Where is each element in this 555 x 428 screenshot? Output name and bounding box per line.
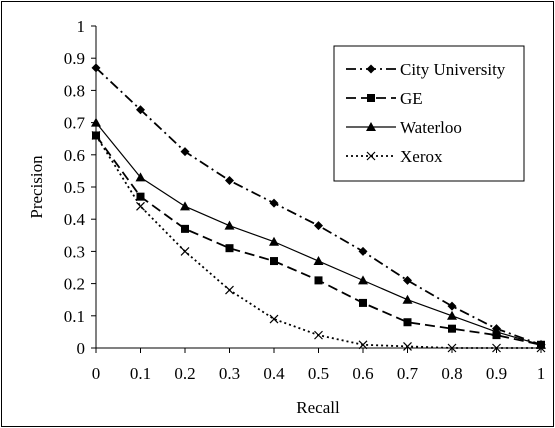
- data-point-marker: [447, 343, 457, 353]
- data-point-marker: [136, 192, 145, 201]
- legend-item: Waterloo: [346, 118, 462, 137]
- y-tick-label: 0.9: [64, 49, 85, 68]
- y-axis-title: Precision: [27, 155, 46, 219]
- x-tick-label: 0.2: [174, 364, 195, 383]
- x-tick-label: 0.8: [441, 364, 462, 383]
- data-point-marker: [492, 343, 501, 353]
- data-point-marker: [491, 326, 502, 336]
- data-point-marker: [314, 276, 323, 285]
- legend-marker: [366, 64, 376, 74]
- data-point-marker: [225, 176, 234, 186]
- y-tick-label: 0.6: [64, 146, 85, 165]
- data-point-marker: [135, 172, 146, 182]
- legend-marker: [366, 151, 376, 161]
- y-tick-label: 0.7: [64, 114, 86, 133]
- x-tick-label: 0.3: [219, 364, 240, 383]
- data-point-marker: [180, 201, 190, 211]
- y-tick-label: 0.5: [64, 178, 85, 197]
- data-point-marker: [358, 275, 368, 285]
- x-tick-label: 0.5: [308, 364, 329, 383]
- legend-label: GE: [400, 89, 423, 108]
- x-tick-label: 0.4: [263, 364, 285, 383]
- y-tick-label: 0.3: [64, 242, 85, 261]
- x-tick-label: 1: [537, 364, 546, 383]
- data-point-marker: [403, 275, 412, 285]
- x-tick-label: 0.6: [352, 364, 373, 383]
- data-point-marker: [447, 301, 457, 311]
- data-point-marker: [136, 201, 145, 211]
- y-tick-label: 0: [77, 339, 86, 358]
- data-point-marker: [402, 294, 413, 304]
- data-point-marker: [359, 298, 367, 307]
- legend-label: Xerox: [400, 147, 443, 166]
- data-point-marker: [403, 341, 412, 351]
- data-point-marker: [181, 224, 189, 233]
- y-tick-label: 0.4: [64, 210, 86, 229]
- data-point-marker: [225, 244, 234, 253]
- data-point-marker: [136, 105, 145, 115]
- data-point-marker: [269, 236, 279, 246]
- legend: City University GE Waterloo Xerox: [333, 45, 525, 182]
- data-point-marker: [224, 220, 235, 230]
- legend-label: City University: [400, 60, 506, 79]
- data-point-marker: [313, 256, 324, 266]
- legend-box: [333, 45, 525, 182]
- data-point-marker: [358, 246, 368, 256]
- x-axis-title: Recall: [296, 398, 340, 417]
- data-point-marker: [447, 310, 457, 320]
- y-tick-label: 0.8: [64, 81, 85, 100]
- data-point-marker: [180, 246, 190, 256]
- data-point-marker: [448, 324, 456, 333]
- series-waterloo: [91, 117, 546, 349]
- series-layer: [91, 63, 546, 353]
- data-point-marker: [314, 330, 323, 340]
- legend-label: Waterloo: [400, 118, 462, 137]
- data-point-marker: [180, 147, 190, 157]
- data-point-marker: [269, 314, 279, 324]
- x-axis: 0 0.1 0.2 0.3 0.4 0.5 0.6 0.7 0.8 0.9 1: [92, 347, 546, 383]
- data-point-marker: [536, 339, 546, 349]
- x-tick-label: 0.7: [397, 364, 419, 383]
- y-tick-label: 0.2: [64, 275, 85, 294]
- data-point-marker: [270, 257, 278, 266]
- data-point-marker: [358, 340, 368, 350]
- legend-marker: [367, 94, 375, 102]
- data-point-marker: [91, 63, 101, 73]
- data-point-marker: [403, 318, 412, 327]
- y-tick-label: 1: [77, 17, 86, 36]
- y-tick-label: 0.1: [64, 307, 85, 326]
- data-point-marker: [536, 343, 546, 353]
- legend-item: GE: [346, 89, 423, 108]
- legend-item: Xerox: [346, 147, 443, 166]
- data-point-marker: [269, 198, 279, 208]
- data-point-marker: [91, 117, 101, 127]
- series-city-university: [91, 63, 546, 350]
- legend-item: City University: [346, 60, 506, 79]
- series-xerox: [91, 131, 546, 353]
- data-point-marker: [225, 285, 234, 295]
- y-axis: 0 0.1 0.2 0.3 0.4 0.5 0.6 0.7 0.8 0.9 1: [64, 17, 97, 358]
- data-point-marker: [314, 221, 323, 231]
- data-point-marker: [91, 131, 101, 140]
- legend-marker: [366, 122, 376, 131]
- x-tick-label: 0.1: [130, 364, 151, 383]
- x-tick-label: 0.9: [486, 364, 507, 383]
- x-tick-label: 0: [92, 364, 101, 383]
